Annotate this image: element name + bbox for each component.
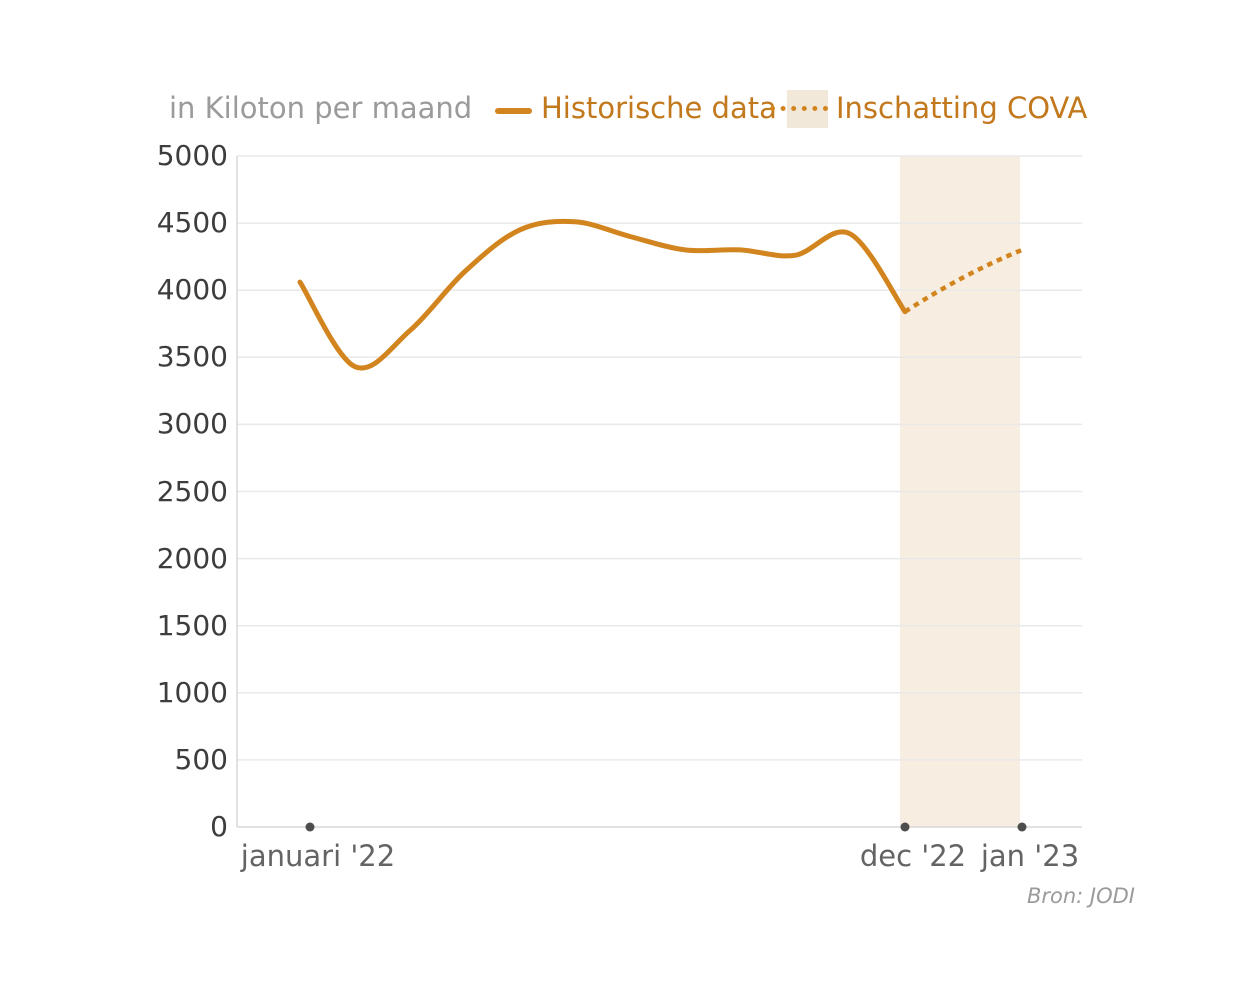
- x-tick-label: jan '23: [980, 839, 1080, 873]
- x-tick-dot: [305, 822, 315, 832]
- y-tick-label: 4000: [156, 273, 228, 307]
- y-tick-label: 3000: [156, 407, 228, 441]
- dotted-line-swatch-icon: [770, 106, 828, 111]
- x-tick-dot: [900, 822, 910, 832]
- chart-unit-label: in Kiloton per maand: [169, 91, 473, 125]
- y-tick-label: 4500: [156, 206, 228, 240]
- y-tick-label: 2000: [156, 541, 228, 575]
- solid-line-swatch-icon: [495, 108, 532, 114]
- x-tick-dot: [1017, 822, 1027, 832]
- y-tick-label: 0: [210, 810, 228, 843]
- legend-label-estimate: Inschatting COVA: [836, 91, 1088, 125]
- estimate-line: [903, 247, 1023, 314]
- x-tick-label: januari '22: [240, 839, 396, 873]
- y-tick-label: 1500: [156, 608, 228, 642]
- x-tick-label: dec '22: [859, 839, 967, 873]
- y-tick-label: 500: [174, 742, 228, 776]
- legend-label-historical: Historische data: [541, 91, 777, 125]
- historical-line: [297, 218, 908, 371]
- y-tick-label: 1000: [156, 675, 228, 709]
- source-note: Bron: JODI: [1026, 884, 1135, 908]
- y-tick-label: 3500: [156, 340, 228, 374]
- y-tick-label: 5000: [156, 139, 228, 172]
- y-tick-label: 2500: [156, 474, 228, 508]
